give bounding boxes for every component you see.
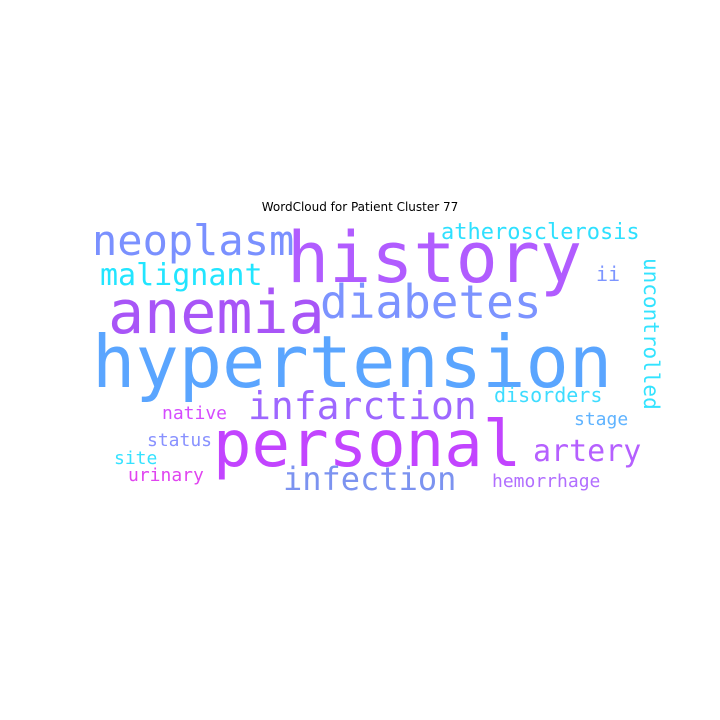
- word-hemorrhage: hemorrhage: [492, 471, 600, 492]
- chart-title: WordCloud for Patient Cluster 77: [261, 200, 459, 214]
- word-disorders: disorders: [494, 383, 602, 407]
- word-uncontrolled: uncontrolled: [639, 258, 663, 410]
- word-stage: stage: [574, 409, 628, 430]
- word-native: native: [162, 403, 227, 424]
- word-personal: personal: [213, 408, 521, 482]
- word-hypertension: hypertension: [92, 320, 612, 404]
- word-anemia: anemia: [108, 278, 325, 348]
- word-status: status: [147, 430, 212, 451]
- word-site: site: [114, 448, 157, 469]
- word-diabetes: diabetes: [320, 275, 542, 329]
- word-history: history: [287, 217, 582, 299]
- word-infarction: infarction: [248, 384, 477, 428]
- word-ii: ii: [596, 262, 620, 286]
- word-malignant: malignant: [100, 258, 263, 293]
- word-neoplasm: neoplasm: [92, 216, 294, 265]
- word-atherosclerosis: atherosclerosis: [441, 220, 640, 245]
- word-artery: artery: [533, 434, 641, 469]
- word-infection: infection: [283, 460, 456, 498]
- word-urinary: urinary: [128, 465, 204, 486]
